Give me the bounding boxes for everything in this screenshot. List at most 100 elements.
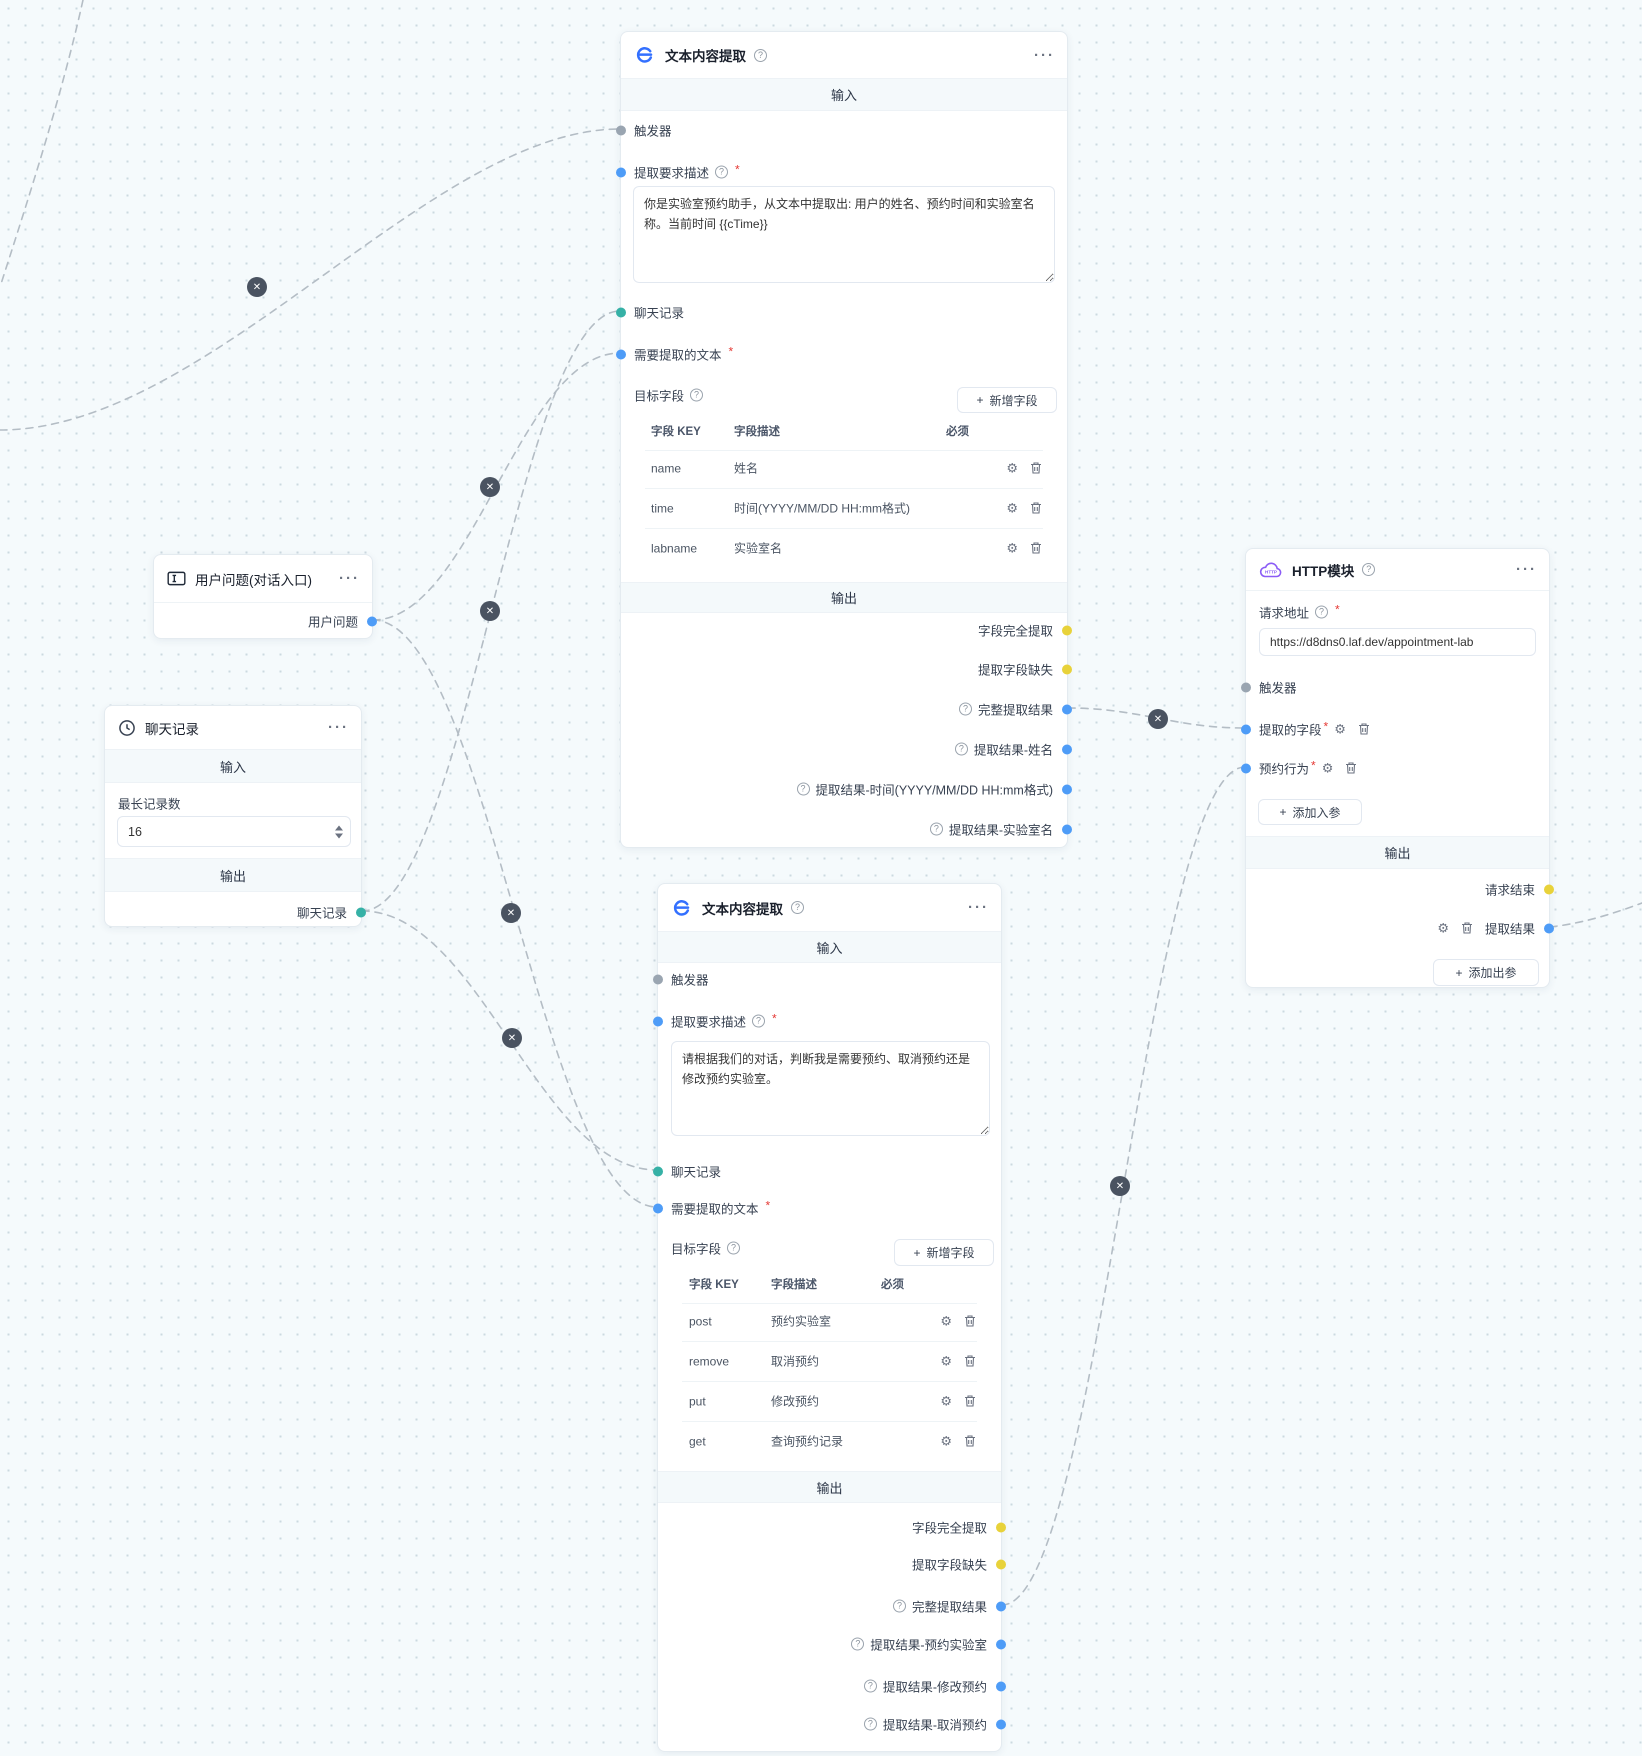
handle-trigger-in[interactable]: [616, 125, 626, 135]
handle-out-fields-missing[interactable]: [1062, 664, 1072, 674]
remove-connection-icon[interactable]: ✕: [501, 903, 521, 923]
trash-icon[interactable]: [964, 1355, 976, 1368]
handle-appointment-action-in[interactable]: [1241, 763, 1251, 773]
description-textarea[interactable]: 你是实验室预约助手，从文本中提取出: 用户的姓名、预约时间和实验室名称。当前时间…: [633, 186, 1055, 283]
gear-icon[interactable]: ⚙: [940, 1353, 952, 1369]
add-field-button[interactable]: + 新增字段: [957, 387, 1057, 413]
help-icon[interactable]: ?: [690, 388, 704, 402]
remove-connection-icon[interactable]: ✕: [1110, 1176, 1130, 1196]
step-down-icon[interactable]: [335, 833, 343, 838]
help-icon[interactable]: ?: [851, 1637, 865, 1651]
field-key: labname: [651, 541, 698, 555]
description-textarea[interactable]: 请根据我们的对话，判断我是需要预约、取消预约还是修改预约实验室。: [671, 1041, 990, 1136]
remove-connection-icon[interactable]: ✕: [480, 477, 500, 497]
handle-need-text-in[interactable]: [653, 1203, 663, 1213]
gear-icon[interactable]: ⚙: [940, 1393, 952, 1409]
help-icon[interactable]: ?: [892, 1599, 906, 1613]
plus-icon: +: [1455, 965, 1463, 980]
required-mark: *: [772, 1011, 777, 1025]
handle-out-time[interactable]: [1062, 784, 1072, 794]
step-up-icon[interactable]: [335, 825, 343, 830]
url-input[interactable]: [1259, 628, 1536, 656]
help-icon[interactable]: ?: [715, 165, 729, 179]
help-icon[interactable]: ?: [863, 1679, 877, 1693]
help-icon[interactable]: ?: [791, 901, 804, 914]
gear-icon[interactable]: ⚙: [1006, 540, 1018, 556]
handle-out-fields-complete[interactable]: [996, 1522, 1006, 1532]
remove-connection-icon[interactable]: ✕: [1148, 709, 1168, 729]
handle-out-fields-complete[interactable]: [1062, 625, 1072, 635]
node-chat-history[interactable]: 聊天记录 ··· 输入 最长记录数 输出 聊天记录: [104, 705, 366, 927]
node-user-question[interactable]: 用户问题(对话入口) ··· 用户问题: [153, 554, 377, 639]
node-menu-icon[interactable]: ···: [1516, 561, 1537, 578]
handle-out-name[interactable]: [1062, 744, 1072, 754]
node-text-extract-top[interactable]: 文本内容提取 ? ··· 输入 触发器 提取要求描述 ? * 你是实验室预约助手…: [616, 31, 1072, 848]
add-input-param-button[interactable]: + 添加入参: [1258, 799, 1362, 825]
gear-icon[interactable]: ⚙: [1321, 760, 1334, 776]
handle-out-post[interactable]: [996, 1639, 1006, 1649]
handle-description-in[interactable]: [653, 1016, 663, 1026]
trash-icon[interactable]: [1461, 922, 1473, 935]
handle-out-chat-history[interactable]: [356, 907, 366, 917]
trash-icon[interactable]: [964, 1435, 976, 1448]
help-icon[interactable]: ?: [754, 48, 767, 62]
trash-icon[interactable]: [964, 1395, 976, 1408]
handle-out-request-end[interactable]: [1544, 884, 1554, 894]
add-field-button[interactable]: + 新增字段: [894, 1239, 994, 1266]
help-icon[interactable]: ?: [929, 822, 943, 836]
trash-icon[interactable]: [1358, 723, 1370, 736]
description-label: 提取要求描述: [634, 166, 710, 181]
remove-connection-icon[interactable]: ✕: [502, 1028, 522, 1048]
handle-out-fields-missing[interactable]: [996, 1559, 1006, 1569]
max-records-input[interactable]: [117, 816, 351, 847]
gear-icon[interactable]: ⚙: [1334, 721, 1346, 737]
help-icon[interactable]: ?: [752, 1014, 766, 1028]
trash-icon[interactable]: [1030, 462, 1042, 475]
trash-icon[interactable]: [1345, 762, 1357, 775]
gear-icon[interactable]: ⚙: [1006, 500, 1018, 516]
help-icon[interactable]: ?: [1362, 563, 1376, 576]
handle-out-full-result[interactable]: [1062, 704, 1072, 714]
trash-icon[interactable]: [1030, 502, 1042, 515]
node-menu-icon[interactable]: ···: [339, 570, 360, 587]
handle-trigger-in[interactable]: [1241, 682, 1251, 692]
remove-connection-icon[interactable]: ✕: [247, 277, 267, 297]
handle-out-put[interactable]: [996, 1681, 1006, 1691]
gear-icon[interactable]: ⚙: [940, 1313, 952, 1329]
help-icon[interactable]: ?: [1315, 605, 1329, 619]
handle-out-http-result[interactable]: [1544, 923, 1554, 933]
gear-icon[interactable]: ⚙: [940, 1433, 952, 1449]
node-menu-icon[interactable]: ···: [328, 719, 349, 736]
help-icon[interactable]: ?: [954, 742, 968, 756]
help-icon[interactable]: ?: [727, 1241, 741, 1255]
handle-trigger-in[interactable]: [653, 974, 663, 984]
handle-chat-history-in[interactable]: [616, 307, 626, 317]
node-http-module[interactable]: HTTP HTTP模块 ? ··· 请求地址 ? * 触发器 提取的字段 * ⚙…: [1241, 548, 1554, 988]
handle-extracted-fields-in[interactable]: [1241, 724, 1251, 734]
output-section-header: 输出: [658, 1471, 1001, 1503]
handle-out-user-question[interactable]: [367, 616, 377, 626]
node-menu-icon[interactable]: ···: [968, 899, 989, 916]
help-icon[interactable]: ?: [958, 702, 972, 716]
handle-out-remove[interactable]: [996, 1719, 1006, 1729]
help-icon[interactable]: ?: [863, 1717, 877, 1731]
handle-out-labname[interactable]: [1062, 824, 1072, 834]
node-text-extract-bottom[interactable]: 文本内容提取 ? ··· 输入 触发器 提取要求描述 ? * 请根据我们的对话，…: [653, 883, 1006, 1752]
handle-out-full-result[interactable]: [996, 1601, 1006, 1611]
handle-description-in[interactable]: [616, 167, 626, 177]
handle-chat-history-in[interactable]: [653, 1166, 663, 1176]
handle-need-text-in[interactable]: [616, 349, 626, 359]
gear-icon[interactable]: ⚙: [1006, 460, 1018, 476]
help-icon[interactable]: ?: [796, 782, 810, 796]
add-output-param-button[interactable]: + 添加出参: [1433, 959, 1539, 986]
clock-icon: [117, 718, 137, 738]
gear-icon[interactable]: ⚙: [1437, 920, 1449, 936]
node-menu-icon[interactable]: ···: [1034, 46, 1055, 64]
trash-icon[interactable]: [964, 1315, 976, 1328]
output-row: 字段完全提取: [621, 621, 1072, 640]
trash-icon[interactable]: [1030, 542, 1042, 555]
remove-connection-icon[interactable]: ✕: [480, 601, 500, 621]
text-cursor-icon: [166, 568, 187, 589]
output-label: 用户问题: [307, 615, 358, 630]
